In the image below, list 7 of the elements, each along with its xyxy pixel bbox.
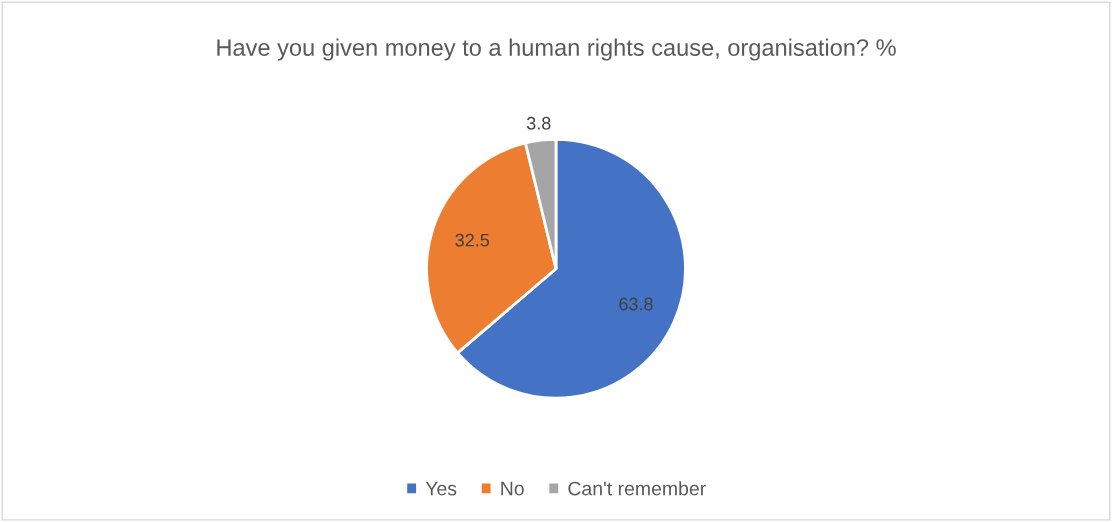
data-label: 3.8: [526, 116, 551, 130]
chart-title: Have you given money to a human rights cause, organisation? %: [217, 38, 896, 61]
data-label: 63.8: [619, 297, 653, 311]
data-label: 32.5: [455, 233, 490, 247]
legend-label: No: [501, 481, 524, 496]
legend-label: Can't remember: [568, 481, 706, 496]
legend-label: Yes: [425, 481, 457, 496]
